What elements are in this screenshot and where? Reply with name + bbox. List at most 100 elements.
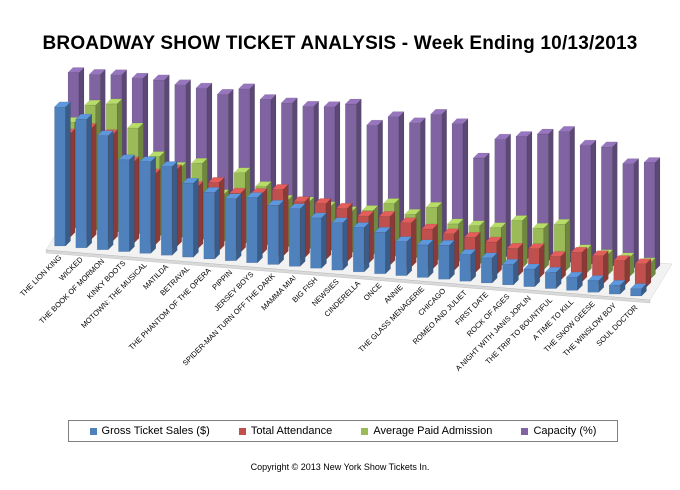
bar-gross-ticket-sales-14 <box>331 217 349 271</box>
legend-label-admission: Average Paid Admission <box>373 425 493 437</box>
bar-front-face <box>54 106 66 247</box>
bar-front-face <box>267 205 280 265</box>
bar-top-face <box>302 100 320 107</box>
bar-top-face <box>485 236 503 243</box>
bar-top-face <box>335 203 353 209</box>
bar-front-face <box>523 268 536 287</box>
bar-top-face <box>437 240 456 246</box>
bar-top-face <box>451 118 469 124</box>
chart-floor-edge <box>45 249 651 304</box>
bar-side-face <box>449 239 455 280</box>
bar-side-face <box>107 130 114 251</box>
bar-front-face <box>224 198 237 262</box>
bar-top-face <box>527 243 545 249</box>
bars-layer <box>53 66 661 297</box>
bar-gross-ticket-sales-25 <box>565 271 584 292</box>
bar-top-face <box>608 280 626 286</box>
bar-top-face <box>570 247 588 253</box>
bar-front-face <box>288 208 301 267</box>
bar-top-face <box>75 113 93 120</box>
bar-top-face <box>195 82 213 89</box>
bar-top-face <box>579 139 597 146</box>
bar-side-face <box>150 155 157 255</box>
legend-swatch-attendance <box>238 427 246 435</box>
bar-top-face <box>323 101 341 107</box>
bar-top-face <box>408 117 426 124</box>
bar-top-face <box>238 83 256 90</box>
category-label: ONCE <box>362 281 384 303</box>
bar-top-face <box>399 217 417 223</box>
bar-gross-ticket-sales-7 <box>181 177 200 258</box>
bar-gross-ticket-sales-12 <box>288 203 306 268</box>
bar-top-face <box>634 258 652 265</box>
bar-top-face <box>472 152 490 159</box>
bar-front-face <box>75 118 88 249</box>
bar-side-face <box>342 217 349 271</box>
bar-top-face <box>288 203 306 209</box>
bar-top-face <box>139 156 157 162</box>
bar-top-face <box>309 212 328 219</box>
bar-top-face <box>510 215 529 221</box>
bar-side-face <box>633 157 639 270</box>
bar-front-face <box>643 162 656 271</box>
bar-front-face <box>459 254 472 282</box>
bar-gross-ticket-sales-23 <box>523 263 541 288</box>
bar-top-face <box>382 198 401 204</box>
bar-top-face <box>96 130 114 136</box>
bar-top-face <box>207 177 225 183</box>
legend-swatch-gross <box>89 427 97 435</box>
bar-front-face <box>203 192 216 260</box>
bar-side-face <box>257 191 263 264</box>
bar-front-face <box>587 280 600 293</box>
bar-top-face <box>373 227 392 233</box>
bar-side-face <box>235 193 242 262</box>
bar-top-face <box>494 133 512 140</box>
bar-top-face <box>416 239 434 246</box>
bar-top-face <box>600 141 618 148</box>
bar-gross-ticket-sales-22 <box>501 258 520 286</box>
bar-top-face <box>395 236 413 242</box>
bar-front-face <box>374 232 386 275</box>
bar-top-face <box>378 211 396 217</box>
bar-gross-ticket-sales-3 <box>96 130 114 251</box>
bar-side-face <box>491 252 498 284</box>
bar-gross-ticket-sales-15 <box>352 221 370 273</box>
bar-top-face <box>629 283 648 289</box>
bar-top-face <box>190 157 209 164</box>
bar-top-face <box>430 109 448 115</box>
bar-gross-ticket-sales-8 <box>203 186 221 260</box>
bar-gross-ticket-sales-11 <box>267 199 285 266</box>
bar-top-face <box>613 255 631 261</box>
bar-side-face <box>321 212 327 269</box>
bar-gross-ticket-sales-17 <box>395 235 413 277</box>
bar-top-face <box>280 97 298 104</box>
bar-gross-ticket-sales-27 <box>608 279 626 295</box>
bar-top-face <box>489 222 507 228</box>
bar-top-face <box>515 131 533 137</box>
bar-side-face <box>171 160 178 256</box>
bar-top-face <box>160 161 178 167</box>
bar-side-face <box>363 221 370 273</box>
bar-total-attendance-27 <box>613 254 631 287</box>
bar-top-face <box>523 263 541 270</box>
bar-top-face <box>224 193 242 199</box>
bar-top-face <box>152 74 170 81</box>
bar-front-face <box>118 159 130 252</box>
bar-top-face <box>404 208 422 215</box>
bar-top-face <box>254 181 273 187</box>
bar-top-face <box>643 157 661 163</box>
bar-capacity-28 <box>643 156 661 272</box>
bar-gross-ticket-sales-9 <box>224 193 242 262</box>
bar-top-face <box>84 99 102 106</box>
legend-item-attendance: Total Attendance <box>238 425 332 437</box>
bar-top-face <box>558 126 576 132</box>
legend: Gross Ticket Sales ($) Total Attendance … <box>68 420 618 442</box>
bar-gross-ticket-sales-4 <box>117 154 136 253</box>
bar-front-face <box>630 288 642 297</box>
bar-top-face <box>549 251 567 257</box>
bar-top-face <box>366 119 384 126</box>
bar-gross-ticket-sales-18 <box>416 239 434 279</box>
bar-side-face <box>214 186 221 260</box>
bar-gross-ticket-sales-1 <box>53 101 72 247</box>
